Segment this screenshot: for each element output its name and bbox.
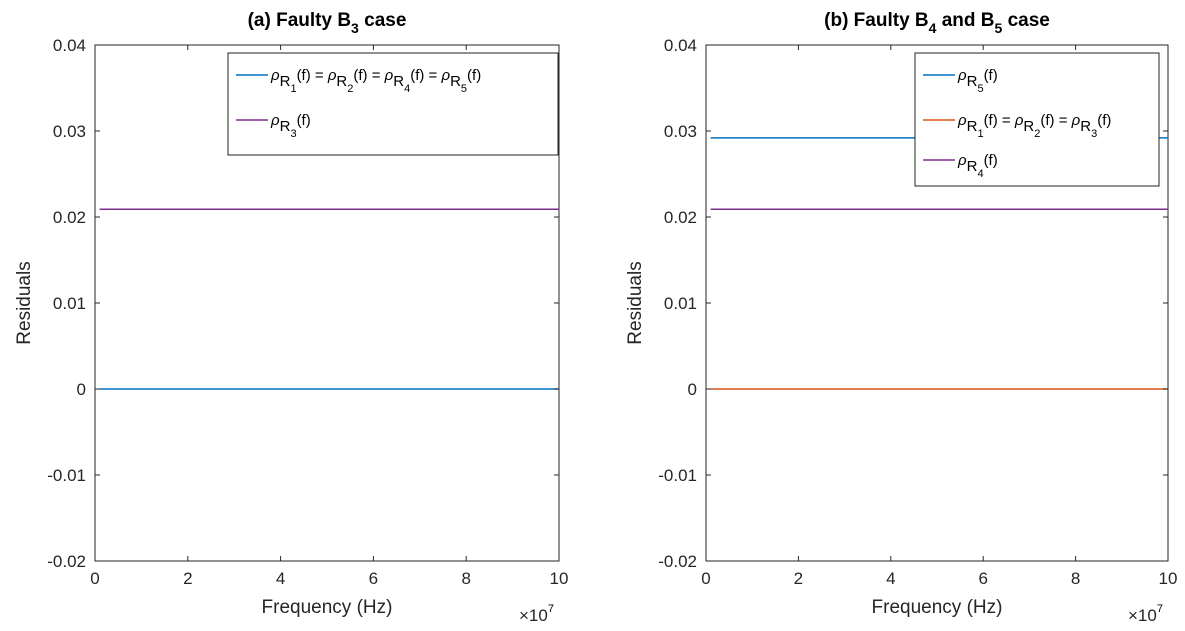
- legend-entry-1: ρR5(f): [957, 67, 998, 95]
- title-subscript: 3: [351, 20, 359, 36]
- y-tick-label: -0.01: [47, 466, 86, 485]
- legend: ρR1(f) = ρR2(f) = ρR4(f) = ρR5(f)ρR3(f): [227, 52, 559, 156]
- x-axis-label: Frequency (Hz): [262, 597, 393, 618]
- legend-f: (f): [467, 67, 481, 84]
- x-exponent-label: ×107: [1128, 603, 1163, 625]
- legend-index: 1: [290, 83, 296, 95]
- y-tick-label: 0.04: [664, 36, 697, 55]
- y-tick-label: 0.02: [53, 208, 86, 227]
- title-tail: case: [1002, 10, 1050, 31]
- chart-panel-1: 0 2 4 6 8 10 -0.02 -0.01 0 0.01 0.02 0.03 0.04 Freque…: [14, 10, 568, 625]
- y-tick-label: 0: [688, 380, 697, 399]
- x-exponent-power: 7: [548, 603, 554, 615]
- legend-index: 1: [977, 128, 983, 140]
- title-subscript: 4: [929, 20, 937, 36]
- legend-f: (f) =: [297, 67, 328, 84]
- legend-index: 4: [404, 83, 410, 95]
- y-tick-label: -0.02: [658, 552, 697, 571]
- legend-r: R: [1023, 118, 1034, 135]
- legend-r: R: [967, 118, 978, 135]
- legend-index: 3: [290, 128, 296, 140]
- x-tick-label: 0: [701, 569, 710, 588]
- legend-index: 4: [977, 168, 983, 180]
- y-tick-label: 0.03: [664, 122, 697, 141]
- legend: ρR5(f)ρR1(f) = ρR2(f) = ρR3(f)ρR4(f): [914, 52, 1160, 187]
- x-tick-label: 4: [276, 569, 285, 588]
- y-tick-label: 0.01: [53, 294, 86, 313]
- x-tick-label: 10: [550, 569, 569, 588]
- chart-panel-2: 0 2 4 6 8 10 -0.02 -0.01 0 0.01 0.02 0.03 0.04 Freque…: [625, 10, 1177, 625]
- legend-entry-3: ρR4(f): [957, 152, 998, 180]
- x-tick-label: 8: [1071, 569, 1080, 588]
- title-mid: and B: [936, 10, 994, 31]
- legend-r: R: [280, 118, 291, 135]
- legend-f: (f) =: [984, 112, 1015, 129]
- legend-index: 5: [461, 83, 467, 95]
- legend-r: R: [450, 73, 461, 90]
- legend-f: (f) =: [1040, 112, 1071, 129]
- title-main: (a) Faulty B: [248, 10, 351, 31]
- y-axis-label: Residuals: [14, 261, 35, 344]
- legend-r: R: [336, 73, 347, 90]
- legend-index: 3: [1091, 128, 1097, 140]
- legend-rho: ρ: [957, 67, 967, 84]
- y-tick-label: 0: [77, 380, 86, 399]
- legend-f: (f): [984, 152, 998, 169]
- x-tick-label: 8: [461, 569, 470, 588]
- legend-r: R: [1080, 118, 1091, 135]
- x-exponent-power: 7: [1157, 603, 1163, 615]
- legend-rho: ρ: [440, 67, 450, 84]
- y-tick-label: 0.02: [664, 208, 697, 227]
- legend-entry-2: ρR3(f): [270, 112, 311, 140]
- legend-rho: ρ: [327, 67, 337, 84]
- legend-r: R: [280, 73, 291, 90]
- legend-rho: ρ: [957, 112, 967, 129]
- x-exponent-label: ×107: [519, 603, 554, 625]
- x-exponent-base: ×10: [519, 606, 548, 625]
- legend-entry-1: ρR1(f) = ρR2(f) = ρR4(f) = ρR5(f): [270, 67, 481, 95]
- y-tick-label: 0.04: [53, 36, 86, 55]
- legend-entry-2: ρR1(f) = ρR2(f) = ρR3(f): [957, 112, 1111, 140]
- x-tick-label: 2: [183, 569, 192, 588]
- legend-rho: ρ: [1014, 112, 1024, 129]
- y-tick-label: -0.02: [47, 552, 86, 571]
- y-tick-label: 0.03: [53, 122, 86, 141]
- x-tick-label: 2: [794, 569, 803, 588]
- legend-box: [227, 52, 559, 156]
- legend-rho: ρ: [957, 152, 967, 169]
- legend-f: (f): [984, 67, 998, 84]
- legend-r: R: [967, 158, 978, 175]
- x-tick-label: 10: [1159, 569, 1178, 588]
- title-tail: case: [359, 10, 407, 31]
- legend-r: R: [393, 73, 404, 90]
- legend-f: (f): [297, 112, 311, 129]
- legend-r: R: [967, 73, 978, 90]
- legend-rho: ρ: [384, 67, 394, 84]
- chart-title: (a) Faulty B3 case: [248, 10, 407, 36]
- title-subscript-2: 5: [995, 20, 1003, 36]
- y-tick-label: 0.01: [664, 294, 697, 313]
- x-tick-label: 6: [978, 569, 987, 588]
- legend-f: (f): [1097, 112, 1111, 129]
- y-tick-label: -0.01: [658, 466, 697, 485]
- y-axis-label: Residuals: [625, 261, 646, 344]
- legend-box: [914, 52, 1160, 187]
- chart-title: (b) Faulty B4 and B5 case: [824, 10, 1050, 36]
- legend-rho: ρ: [1071, 112, 1081, 129]
- legend-index: 5: [977, 83, 983, 95]
- x-tick-label: 4: [886, 569, 895, 588]
- legend-index: 2: [1034, 128, 1040, 140]
- x-tick-label: 6: [369, 569, 378, 588]
- x-tick-label: 0: [90, 569, 99, 588]
- legend-rho: ρ: [270, 112, 280, 129]
- legend-index: 2: [347, 83, 353, 95]
- legend-f: (f) =: [353, 67, 384, 84]
- legend-rho: ρ: [270, 67, 280, 84]
- legend-f: (f) =: [410, 67, 441, 84]
- x-axis-label: Frequency (Hz): [872, 597, 1003, 618]
- title-main: (b) Faulty B: [824, 10, 929, 31]
- x-exponent-base: ×10: [1128, 606, 1157, 625]
